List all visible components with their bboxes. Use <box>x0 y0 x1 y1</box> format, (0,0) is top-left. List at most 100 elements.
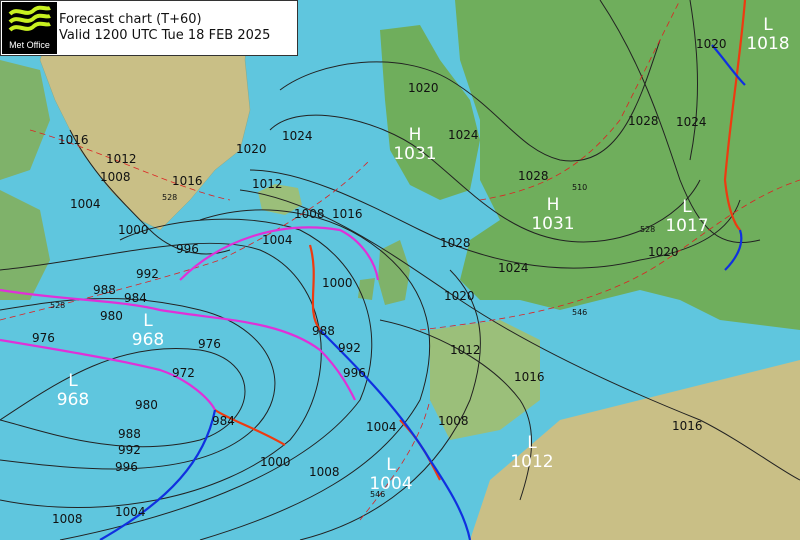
greenland <box>39 0 251 231</box>
cold-front <box>711 44 746 86</box>
thickness-labels: 528 528 510 528 546 546 <box>50 183 655 499</box>
centre-pressure: 1031 <box>531 214 574 234</box>
isobar-label: 984 <box>124 291 147 305</box>
thickness-lines <box>0 0 800 521</box>
isobar-label: 1028 <box>440 236 471 250</box>
isobar-label: 1008 <box>100 170 131 184</box>
thickness-line <box>479 0 681 201</box>
centre-type: L <box>682 197 692 217</box>
isobar-label: 980 <box>135 398 158 412</box>
isobar-label: 1000 <box>322 276 353 290</box>
centre-pressure: 968 <box>57 390 89 410</box>
centre-type: L <box>68 371 78 391</box>
centre-type: L <box>386 455 396 475</box>
met-office-logo: Met Office <box>2 2 57 54</box>
isobar-label: 980 <box>100 309 123 323</box>
isobar-label: 1020 <box>648 245 679 259</box>
isobar-label: 1008 <box>438 414 469 428</box>
isobar-label: 1008 <box>52 512 83 526</box>
warm-front <box>399 419 441 481</box>
isobar <box>279 39 661 162</box>
centre-pressure: 1017 <box>665 216 708 236</box>
iberia <box>430 320 540 440</box>
cold-front <box>99 409 217 540</box>
isobar-label: 1024 <box>282 129 313 143</box>
isobar <box>599 0 761 243</box>
british-isles <box>358 240 410 305</box>
isobar-label: 992 <box>338 341 361 355</box>
centre-pressure: 1012 <box>510 452 553 472</box>
thickness-line <box>359 399 431 521</box>
isobar-label: 988 <box>118 427 141 441</box>
isobar-label: 1028 <box>518 169 549 183</box>
isobar-label: 1016 <box>332 207 363 221</box>
valid-time: Valid 1200 UTC Tue 18 FEB 2025 <box>59 28 271 43</box>
isobar-label: 1016 <box>172 174 203 188</box>
thickness-line <box>419 179 800 331</box>
thickness-label: 528 <box>640 225 655 234</box>
isobar-label: 1028 <box>628 114 659 128</box>
isobar <box>249 169 741 269</box>
iceland <box>258 184 302 215</box>
isobar <box>69 129 231 255</box>
centre-type: L <box>763 15 773 35</box>
isobar-label: 1004 <box>115 505 146 519</box>
centre-type: H <box>547 195 560 215</box>
isobar <box>0 297 276 470</box>
isobar-label: 1000 <box>260 455 291 469</box>
isobar <box>0 348 246 448</box>
isobar <box>199 209 431 540</box>
isobar-label: 996 <box>115 460 138 474</box>
isobar <box>239 189 800 481</box>
isobar-label: 1012 <box>252 177 283 191</box>
isobar <box>0 242 322 508</box>
thickness-label: 546 <box>572 308 587 317</box>
occluded-front <box>0 338 216 411</box>
isobar <box>689 0 698 161</box>
occluded-front <box>0 288 356 401</box>
isobar-label: 1020 <box>444 289 475 303</box>
isobar-label: 1016 <box>514 370 545 384</box>
isobar-label: 988 <box>312 324 335 338</box>
isobar-label: 988 <box>93 283 116 297</box>
isobar <box>299 269 481 540</box>
centre-type: H <box>409 125 422 145</box>
isobar-label: 996 <box>176 242 199 256</box>
thickness-label: 546 <box>370 490 385 499</box>
isobar-label: 1008 <box>309 465 340 479</box>
warm-front <box>214 409 286 446</box>
isobar-label: 1008 <box>294 207 325 221</box>
isobar-labels: 1016101210081004100010161020102410121008… <box>32 37 727 526</box>
isobar-label: 992 <box>136 267 159 281</box>
isobar-label: 1012 <box>450 343 481 357</box>
africa <box>470 360 800 540</box>
isobar-label: 984 <box>212 414 235 428</box>
warm-front <box>723 0 747 231</box>
isobar-label: 1020 <box>236 142 267 156</box>
isobar-label: 1004 <box>366 420 397 434</box>
isobar-label: 1024 <box>676 115 707 129</box>
wave-logo-icon <box>8 5 51 32</box>
europe <box>455 0 800 330</box>
isobar-label: 1000 <box>118 223 149 237</box>
isobar-label: 1016 <box>58 133 89 147</box>
thickness-label: 528 <box>162 193 177 202</box>
centre-type: L <box>527 433 537 453</box>
isobar-label: 992 <box>118 443 141 457</box>
svalbard-scandinavia <box>380 25 480 200</box>
isobar-label: 1004 <box>262 233 293 247</box>
thickness-line <box>29 129 231 201</box>
centre-pressure: 1031 <box>393 144 436 164</box>
isobar <box>59 218 373 540</box>
isobar-label: 972 <box>172 366 195 380</box>
